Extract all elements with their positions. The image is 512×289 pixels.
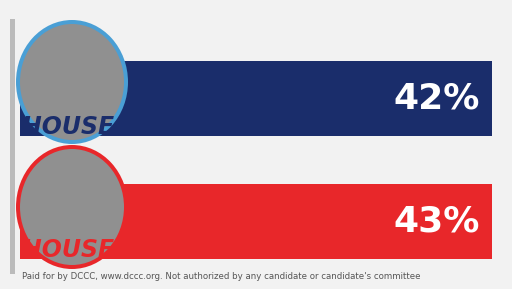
Ellipse shape (16, 145, 128, 269)
Ellipse shape (20, 149, 124, 265)
Text: 42%: 42% (394, 81, 480, 116)
Ellipse shape (20, 24, 124, 140)
Text: 43%: 43% (394, 205, 480, 238)
Text: HOUSE DEMOCRATS: HOUSE DEMOCRATS (22, 115, 287, 139)
Text: HOUSE GOP: HOUSE GOP (22, 238, 179, 262)
Text: Paid for by DCCC, www.dccc.org. Not authorized by any candidate or candidate's c: Paid for by DCCC, www.dccc.org. Not auth… (22, 272, 420, 281)
Bar (20, 184, 492, 259)
Ellipse shape (16, 20, 128, 144)
Bar (20, 61, 492, 136)
Bar (10, 19, 15, 274)
